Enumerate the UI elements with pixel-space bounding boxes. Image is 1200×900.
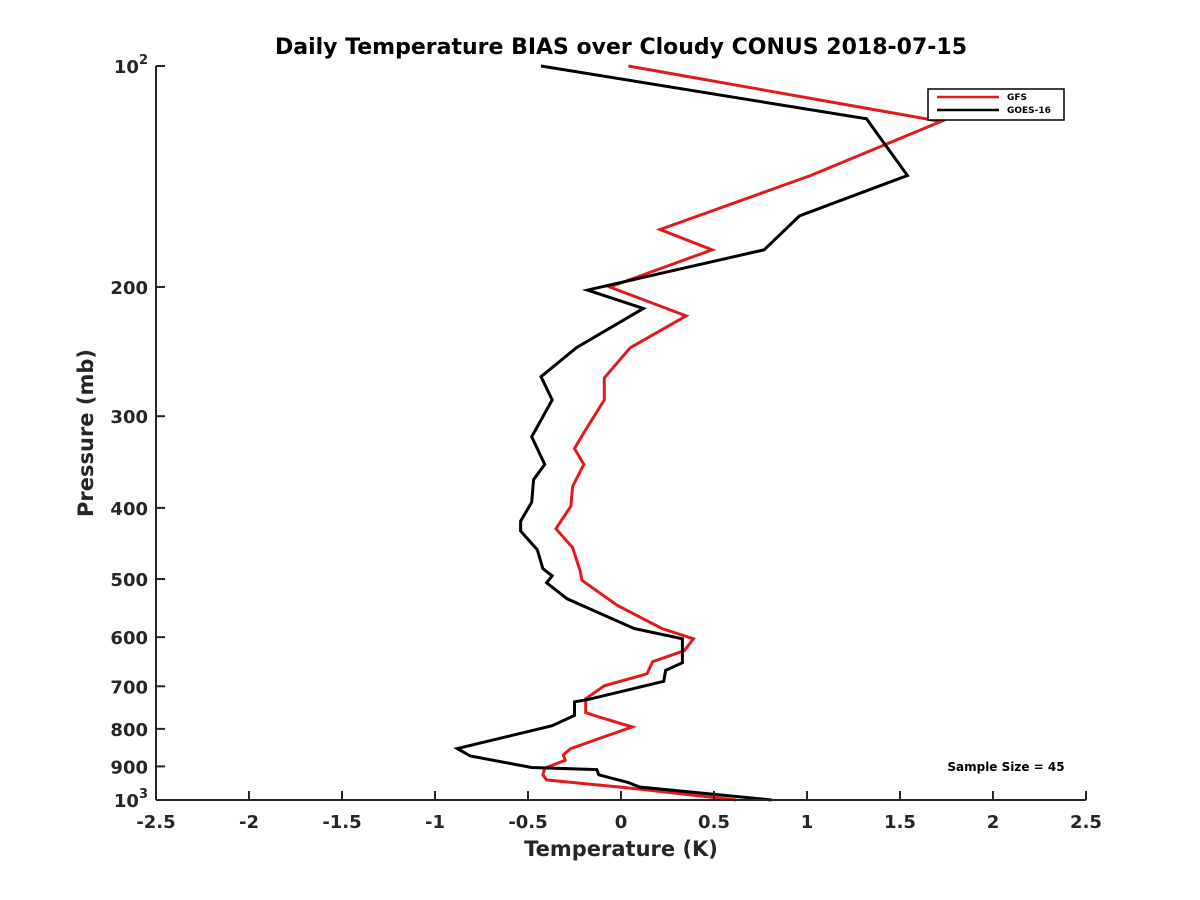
legend: GFS GOES-16 bbox=[927, 88, 1065, 121]
x-tick-label: 2.5 bbox=[1070, 812, 1102, 833]
x-tick-label: 0 bbox=[615, 812, 628, 833]
y-tick-label: 600 bbox=[110, 628, 148, 649]
x-tick-label: 1 bbox=[801, 812, 814, 833]
x-tick-label: -1 bbox=[425, 812, 445, 833]
legend-label-goes16: GOES-16 bbox=[1007, 106, 1051, 116]
y-tick-label: 500 bbox=[110, 570, 148, 591]
y-tick-label: 900 bbox=[110, 757, 148, 778]
series-line-gfs bbox=[541, 64, 947, 802]
x-axis-label: Temperature (K) bbox=[524, 837, 718, 861]
y-tick-label: 103 bbox=[114, 787, 148, 812]
y-tick-label: 400 bbox=[110, 499, 148, 520]
y-tick-label: 800 bbox=[110, 720, 148, 741]
x-tick-label: 1.5 bbox=[884, 812, 916, 833]
y-tick-label: 700 bbox=[110, 677, 148, 698]
x-tick-label: 2 bbox=[987, 812, 1000, 833]
y-tick-label: 102 bbox=[114, 53, 148, 78]
series-line-goes-16 bbox=[453, 64, 910, 802]
y-ticks: 102 200 300 400 500 600 700 800 900 103 bbox=[110, 53, 165, 812]
x-tick-label: -2 bbox=[239, 812, 259, 833]
y-tick-label: 200 bbox=[110, 278, 148, 299]
x-ticks: -2.5 -2 -1.5 -1 -0.5 0 0.5 1 1.5 2 2.5 bbox=[136, 791, 1102, 833]
chart-title: Daily Temperature BIAS over Cloudy CONUS… bbox=[275, 35, 967, 60]
plot-axes bbox=[155, 66, 1086, 801]
legend-box bbox=[927, 88, 1065, 121]
x-tick-label: -1.5 bbox=[322, 812, 361, 833]
series-layer bbox=[453, 64, 947, 802]
x-tick-label: 0.5 bbox=[698, 812, 730, 833]
x-tick-label: -2.5 bbox=[136, 812, 175, 833]
legend-label-gfs: GFS bbox=[1007, 93, 1027, 103]
y-tick-label: 300 bbox=[110, 407, 148, 428]
x-tick-label: -0.5 bbox=[508, 812, 547, 833]
sample-size-annotation: Sample Size = 45 bbox=[947, 760, 1064, 774]
y-axis-label: Pressure (mb) bbox=[74, 349, 98, 517]
